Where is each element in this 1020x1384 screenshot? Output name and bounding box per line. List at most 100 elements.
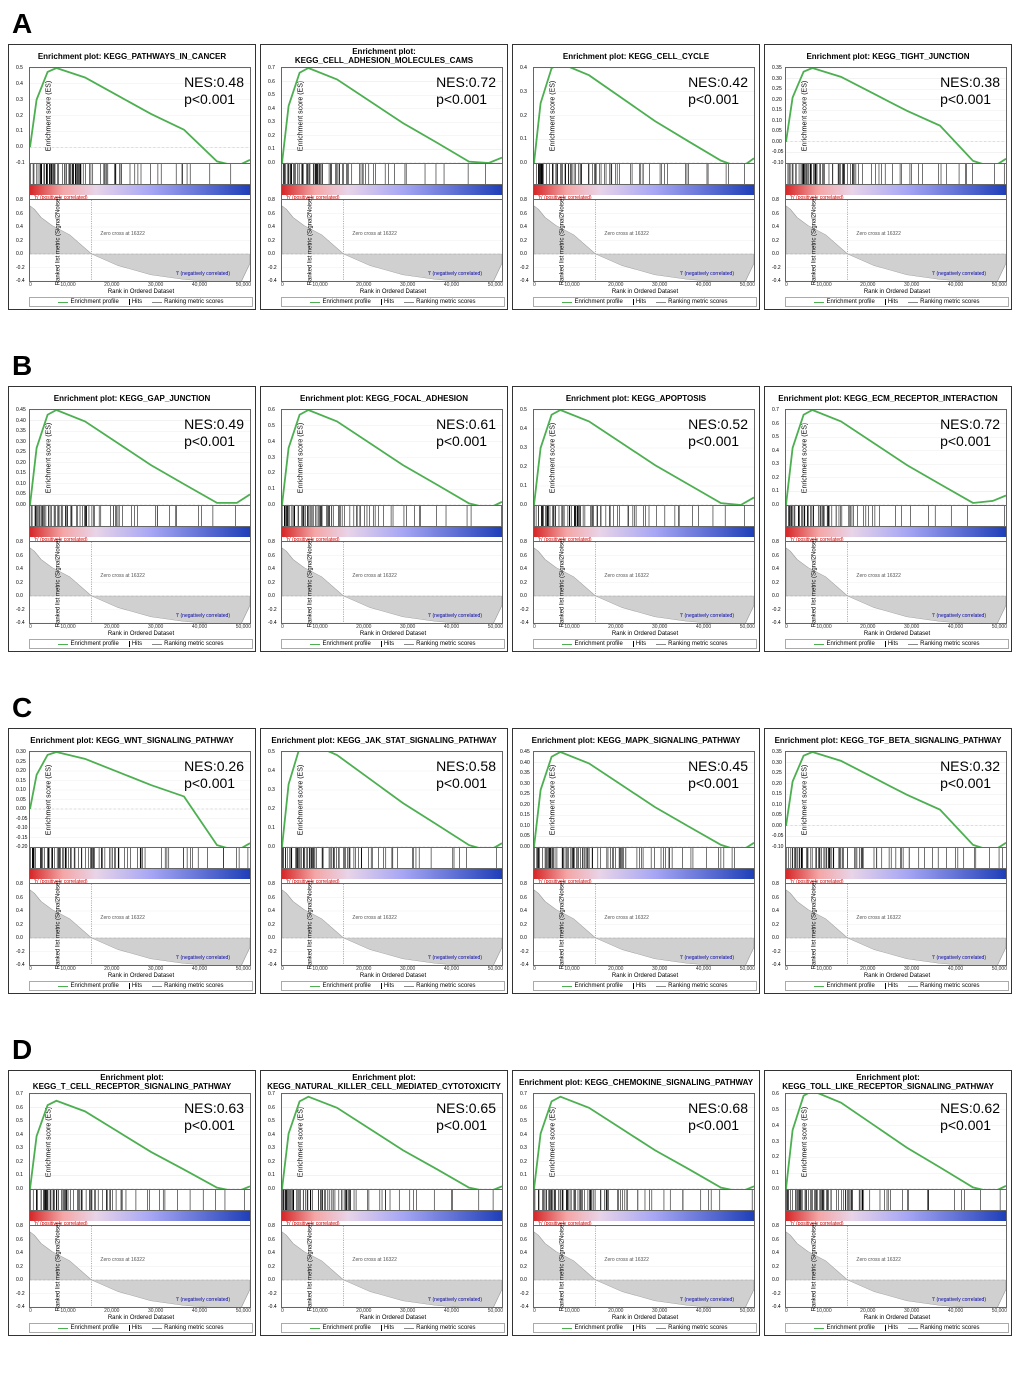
es-ytick: 0.4 xyxy=(16,1132,23,1138)
es-ytick: 0.2 xyxy=(268,133,275,139)
es-ytick: 0.2 xyxy=(520,113,527,119)
metric-ytick: -0.4 xyxy=(772,1304,781,1310)
metric-ytick: 0.2 xyxy=(16,238,23,244)
metric-ytick: 0.2 xyxy=(520,238,527,244)
legend-item: Hits xyxy=(633,641,646,647)
es-ytick: 0.6 xyxy=(772,1091,779,1097)
es-ytick: 0.0 xyxy=(16,144,23,150)
metric-ytick: -0.2 xyxy=(16,607,25,613)
x-axis-label: Rank in Ordered Dataset xyxy=(281,289,505,295)
nes-annotation: NES:0.63p<0.001 xyxy=(184,1100,244,1134)
ranked-metric-plot: Ranked list metric (Signal2Noise)0.80.60… xyxy=(533,883,755,966)
es-ytick: -0.05 xyxy=(16,816,27,822)
es-ytick: 0.3 xyxy=(268,787,275,793)
hits-strip xyxy=(785,848,1007,869)
es-ytick: 0.6 xyxy=(520,1105,527,1111)
es-ytick: 0.3 xyxy=(16,97,23,103)
correlation-gradient: 'h' (positively correlated) xyxy=(29,527,251,541)
metric-ytick: 0.4 xyxy=(268,566,275,572)
es-ytick: 0.7 xyxy=(520,1091,527,1097)
es-ytick: 0.35 xyxy=(772,65,782,71)
metric-ytick: -0.4 xyxy=(16,1304,25,1310)
es-ytick: 0.1 xyxy=(772,488,779,494)
panel-legend: Enrichment profileHitsRanking metric sco… xyxy=(533,981,757,991)
figure-section: DEnrichment plot: KEGG_T_CELL_RECEPTOR_S… xyxy=(8,1034,1012,1336)
hits-strip xyxy=(533,506,755,527)
es-ytick: 0.4 xyxy=(268,768,275,774)
es-ytick: 0.00 xyxy=(772,139,782,145)
metric-ytick: -0.2 xyxy=(520,949,529,955)
es-ytick: 0.25 xyxy=(16,449,26,455)
nes-annotation: NES:0.45p<0.001 xyxy=(688,758,748,792)
x-axis-label: Rank in Ordered Dataset xyxy=(533,1315,757,1321)
es-ytick: 0.00 xyxy=(16,502,26,508)
nes-annotation: NES:0.61p<0.001 xyxy=(436,416,496,450)
es-ytick: 0.2 xyxy=(268,806,275,812)
ranked-metric-plot: Ranked list metric (Signal2Noise)0.80.60… xyxy=(785,541,1007,624)
es-ytick: 0.15 xyxy=(772,107,782,113)
x-axis-label: Rank in Ordered Dataset xyxy=(785,289,1009,295)
ranked-metric-plot: Ranked list metric (Signal2Noise)0.80.60… xyxy=(281,199,503,282)
gsea-panel: Enrichment plot: KEGG_TGF_BETA_SIGNALING… xyxy=(764,728,1012,994)
legend-item: Enrichment profile xyxy=(58,299,118,305)
legend-item: Ranking metric scores xyxy=(152,1325,223,1331)
legend-item: Hits xyxy=(129,641,142,647)
x-axis-label: Rank in Ordered Dataset xyxy=(785,973,1009,979)
metric-ytick: 0.6 xyxy=(268,895,275,901)
metric-ytick: 0.6 xyxy=(520,553,527,559)
section-label: A xyxy=(12,8,1012,40)
metric-ytick: -0.2 xyxy=(772,265,781,271)
metric-ytick: -0.4 xyxy=(520,1304,529,1310)
metric-ytick: -0.2 xyxy=(772,949,781,955)
metric-ytick: 0.6 xyxy=(520,211,527,217)
es-ytick: 0.30 xyxy=(16,749,26,755)
metric-ytick: -0.2 xyxy=(16,949,25,955)
panel-legend: Enrichment profileHitsRanking metric sco… xyxy=(29,639,253,649)
enrichment-score-plot: Enrichment score (ES)0.450.400.350.300.2… xyxy=(533,751,755,848)
legend-item: Ranking metric scores xyxy=(656,1325,727,1331)
panel-legend: Enrichment profileHitsRanking metric sco… xyxy=(785,981,1009,991)
es-ytick: 0.3 xyxy=(268,119,275,125)
es-ytick: 0.10 xyxy=(16,481,26,487)
legend-item: Hits xyxy=(885,641,898,647)
gsea-panel: Enrichment plot: KEGG_MAPK_SIGNALING_PAT… xyxy=(512,728,760,994)
correlation-gradient: 'h' (positively correlated) xyxy=(533,527,755,541)
nes-annotation: NES:0.68p<0.001 xyxy=(688,1100,748,1134)
metric-ytick: 0.6 xyxy=(268,553,275,559)
metric-ytick: 0.6 xyxy=(772,211,779,217)
ranked-metric-plot: Ranked list metric (Signal2Noise)0.80.60… xyxy=(533,541,755,624)
x-axis-label: Rank in Ordered Dataset xyxy=(533,289,757,295)
negative-corr-label: 'l' (negatively correlated) xyxy=(932,955,986,961)
nes-annotation: NES:0.42p<0.001 xyxy=(688,74,748,108)
ranked-metric-plot: Ranked list metric (Signal2Noise)0.80.60… xyxy=(29,199,251,282)
zero-cross-label: Zero cross at 16322 xyxy=(604,915,648,921)
enrichment-score-plot: Enrichment score (ES)0.300.250.200.150.1… xyxy=(29,751,251,848)
figure-section: AEnrichment plot: KEGG_PATHWAYS_IN_CANCE… xyxy=(8,8,1012,310)
metric-ytick: -0.2 xyxy=(520,1291,529,1297)
panel-title: Enrichment plot: KEGG_JAK_STAT_SIGNALING… xyxy=(263,731,505,751)
nes-annotation: NES:0.26p<0.001 xyxy=(184,758,244,792)
es-ytick: 0.20 xyxy=(16,768,26,774)
panel-title: Enrichment plot: KEGG_NATURAL_KILLER_CEL… xyxy=(263,1073,505,1093)
legend-item: Ranking metric scores xyxy=(404,641,475,647)
negative-corr-label: 'l' (negatively correlated) xyxy=(428,271,482,277)
es-ytick: 0.40 xyxy=(520,760,530,766)
hits-strip xyxy=(785,1190,1007,1211)
es-ytick: 0.30 xyxy=(520,781,530,787)
metric-ytick: -0.2 xyxy=(772,1291,781,1297)
zero-cross-label: Zero cross at 16322 xyxy=(100,231,144,237)
es-ytick: 0.35 xyxy=(772,749,782,755)
es-ytick: 0.7 xyxy=(268,65,275,71)
panel-title: Enrichment plot: KEGG_CELL_ADHESION_MOLE… xyxy=(263,47,505,67)
panel-legend: Enrichment profileHitsRanking metric sco… xyxy=(29,297,253,307)
metric-ytick: 0.8 xyxy=(772,1223,779,1229)
legend-item: Hits xyxy=(381,299,394,305)
gsea-panel: Enrichment plot: KEGG_WNT_SIGNALING_PATH… xyxy=(8,728,256,994)
metric-ytick: 0.6 xyxy=(268,211,275,217)
gsea-panel: Enrichment plot: KEGG_T_CELL_RECEPTOR_SI… xyxy=(8,1070,256,1336)
ranked-metric-plot: Ranked list metric (Signal2Noise)0.80.60… xyxy=(281,883,503,966)
metric-ytick: 0.2 xyxy=(772,238,779,244)
metric-y-label: Ranked list metric (Signal2Noise) xyxy=(307,538,313,627)
es-ytick: 0.45 xyxy=(16,407,26,413)
es-ytick: 0.10 xyxy=(772,118,782,124)
